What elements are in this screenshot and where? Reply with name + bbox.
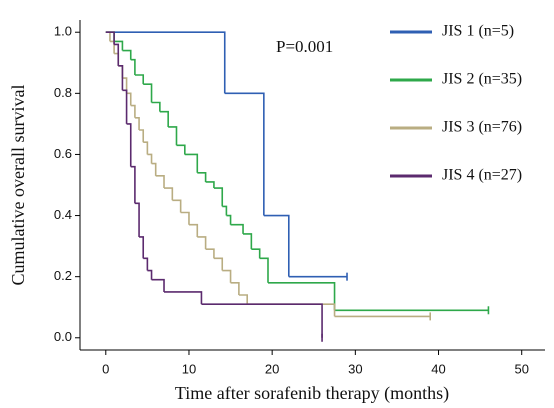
survival-step bbox=[143, 257, 149, 271]
x-tick-label: 50 bbox=[514, 361, 528, 376]
survival-step bbox=[172, 199, 182, 213]
survival-step bbox=[197, 236, 207, 250]
legend-label: JIS 4 (n=27) bbox=[442, 167, 522, 184]
survival-step bbox=[105, 31, 111, 42]
survival-step bbox=[151, 101, 161, 112]
survival-step bbox=[184, 153, 199, 173]
survival-step bbox=[122, 89, 128, 124]
y-tick-label: 1.0 bbox=[54, 24, 72, 39]
survival-step bbox=[122, 77, 128, 94]
survival-step bbox=[139, 129, 145, 143]
survival-step bbox=[134, 74, 145, 85]
survival-step bbox=[205, 181, 215, 189]
survival-step bbox=[201, 303, 323, 338]
survival-step bbox=[147, 153, 153, 164]
survival-step bbox=[126, 123, 132, 167]
legend-label: JIS 3 (n=76) bbox=[442, 119, 522, 136]
survival-step bbox=[105, 31, 226, 94]
survival-step bbox=[259, 257, 269, 283]
x-tick-label: 30 bbox=[348, 361, 362, 376]
survival-step bbox=[226, 214, 232, 225]
survival-step bbox=[151, 162, 157, 176]
survival-step bbox=[130, 104, 136, 118]
survival-step bbox=[238, 294, 248, 305]
survival-step bbox=[263, 214, 290, 277]
survival-step bbox=[230, 223, 244, 234]
y-axis-label: Cumulative overall survival bbox=[8, 85, 28, 286]
x-axis-label: Time after sorafenib therapy (months) bbox=[175, 383, 449, 404]
survival-step bbox=[180, 211, 190, 225]
survival-step bbox=[251, 248, 261, 259]
survival-step bbox=[126, 92, 132, 106]
survival-step bbox=[243, 233, 253, 250]
x-tick-label: 10 bbox=[182, 361, 196, 376]
survival-step bbox=[230, 281, 240, 295]
survival-step bbox=[134, 116, 140, 130]
survival-step bbox=[122, 49, 132, 60]
y-tick-label: 0.4 bbox=[54, 207, 72, 222]
survival-step bbox=[267, 281, 336, 311]
survival-step bbox=[151, 278, 165, 292]
survival-step bbox=[159, 110, 169, 127]
legend-label: JIS 2 (n=35) bbox=[442, 71, 522, 88]
survival-step bbox=[130, 58, 136, 75]
x-tick-label: 40 bbox=[431, 361, 445, 376]
survival-step bbox=[205, 248, 215, 259]
survival-step bbox=[176, 144, 186, 155]
survival-step bbox=[134, 202, 140, 237]
survival-step bbox=[143, 83, 153, 103]
survival-step bbox=[222, 205, 228, 216]
survival-step bbox=[168, 126, 178, 146]
survival-step bbox=[224, 92, 265, 216]
y-tick-label: 0.0 bbox=[54, 329, 72, 344]
survival-step bbox=[147, 269, 153, 280]
y-tick-label: 0.6 bbox=[54, 146, 72, 161]
survival-step bbox=[222, 269, 232, 283]
survival-step bbox=[213, 187, 224, 207]
survival-step bbox=[164, 291, 203, 305]
survival-step bbox=[197, 171, 207, 182]
survival-step bbox=[164, 187, 174, 201]
x-tick-label: 0 bbox=[102, 361, 109, 376]
survival-step bbox=[188, 223, 199, 237]
survival-step bbox=[114, 40, 124, 51]
survival-step bbox=[213, 257, 224, 271]
survival-step bbox=[130, 165, 136, 204]
survival-step bbox=[139, 236, 145, 259]
x-tick-label: 20 bbox=[265, 361, 279, 376]
survival-step bbox=[118, 65, 124, 91]
survival-step bbox=[105, 31, 115, 45]
survival-step bbox=[114, 43, 120, 66]
survival-step bbox=[155, 175, 165, 189]
annotation: P=0.001 bbox=[276, 37, 333, 56]
survival-step bbox=[143, 141, 149, 155]
y-tick-label: 0.2 bbox=[54, 268, 72, 283]
legend-label: JIS 1 (n=5) bbox=[442, 23, 514, 40]
y-tick-label: 0.8 bbox=[54, 85, 72, 100]
